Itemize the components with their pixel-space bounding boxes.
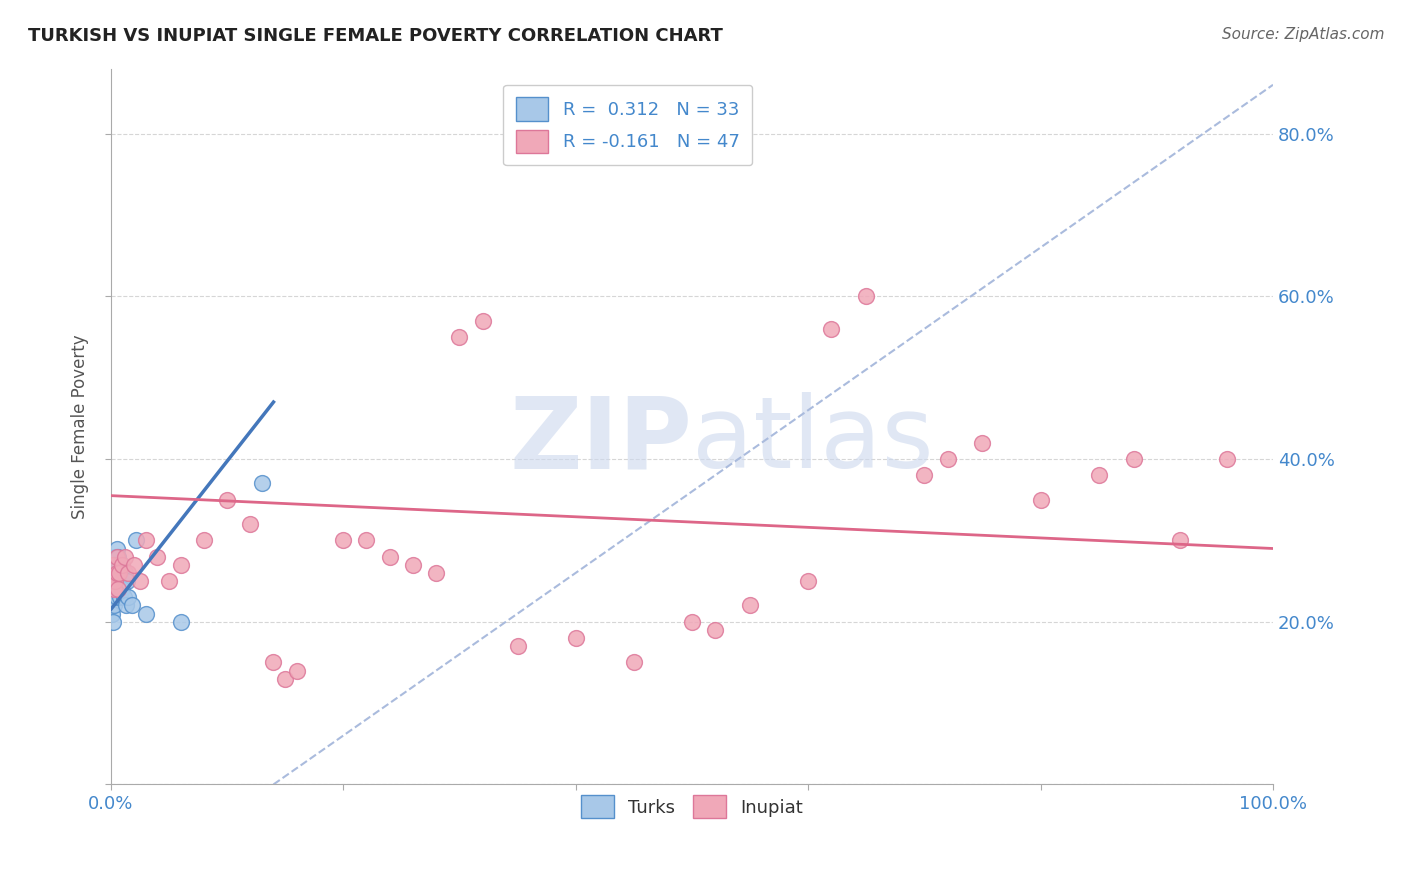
Point	[108, 566, 131, 580]
Point	[564, 631, 586, 645]
Point	[100, 574, 122, 588]
Y-axis label: Single Female Poverty: Single Female Poverty	[72, 334, 89, 519]
Point	[356, 533, 378, 548]
Point	[193, 533, 215, 548]
Point	[107, 549, 129, 564]
Point	[107, 582, 129, 597]
Point	[103, 558, 125, 572]
Point	[506, 639, 529, 653]
Point	[681, 615, 703, 629]
Point	[105, 549, 128, 564]
Point	[101, 615, 124, 629]
Point	[117, 591, 139, 605]
Point	[104, 582, 127, 597]
Point	[402, 558, 425, 572]
Text: ZIP: ZIP	[509, 392, 692, 490]
Point	[169, 615, 191, 629]
Point	[215, 492, 238, 507]
Point	[623, 656, 645, 670]
Point	[114, 549, 136, 564]
Point	[704, 623, 727, 637]
Point	[117, 566, 139, 580]
Point	[425, 566, 447, 580]
Point	[103, 574, 125, 588]
Point	[449, 330, 471, 344]
Point	[936, 452, 959, 467]
Point	[1215, 452, 1237, 467]
Point	[104, 574, 127, 588]
Point	[1122, 452, 1144, 467]
Point	[105, 591, 128, 605]
Point	[332, 533, 354, 548]
Point	[101, 591, 124, 605]
Point	[105, 541, 128, 556]
Point	[101, 582, 124, 597]
Point	[1029, 492, 1052, 507]
Point	[738, 599, 761, 613]
Text: Source: ZipAtlas.com: Source: ZipAtlas.com	[1222, 27, 1385, 42]
Point	[135, 533, 157, 548]
Point	[111, 558, 134, 572]
Point	[105, 566, 128, 580]
Point	[250, 476, 273, 491]
Point	[972, 435, 994, 450]
Point	[114, 566, 136, 580]
Point	[1087, 468, 1109, 483]
Point	[101, 566, 124, 580]
Point	[471, 314, 494, 328]
Point	[115, 574, 138, 588]
Point	[108, 558, 131, 572]
Point	[105, 566, 128, 580]
Point	[101, 558, 124, 572]
Point	[855, 289, 877, 303]
Point	[108, 566, 131, 580]
Point	[125, 533, 148, 548]
Point	[101, 607, 124, 621]
Point	[112, 591, 135, 605]
Point	[797, 574, 820, 588]
Point	[912, 468, 935, 483]
Text: TURKISH VS INUPIAT SINGLE FEMALE POVERTY CORRELATION CHART: TURKISH VS INUPIAT SINGLE FEMALE POVERTY…	[28, 27, 723, 45]
Point	[107, 574, 129, 588]
Text: atlas: atlas	[692, 392, 934, 490]
Point	[122, 558, 145, 572]
Point	[378, 549, 401, 564]
Point	[110, 574, 132, 588]
Point	[121, 599, 143, 613]
Point	[263, 656, 285, 670]
Point	[135, 607, 157, 621]
Point	[103, 599, 125, 613]
Legend: Turks, Inupiat: Turks, Inupiat	[574, 788, 810, 825]
Point	[1168, 533, 1191, 548]
Point	[103, 582, 125, 597]
Point	[146, 549, 169, 564]
Point	[820, 322, 842, 336]
Point	[285, 664, 308, 678]
Point	[104, 549, 127, 564]
Point	[157, 574, 180, 588]
Point	[239, 517, 262, 532]
Point	[108, 582, 131, 597]
Point	[128, 574, 150, 588]
Point	[108, 591, 131, 605]
Point	[169, 558, 191, 572]
Point	[274, 672, 297, 686]
Point	[111, 558, 134, 572]
Point	[111, 582, 134, 597]
Point	[115, 599, 138, 613]
Point	[100, 599, 122, 613]
